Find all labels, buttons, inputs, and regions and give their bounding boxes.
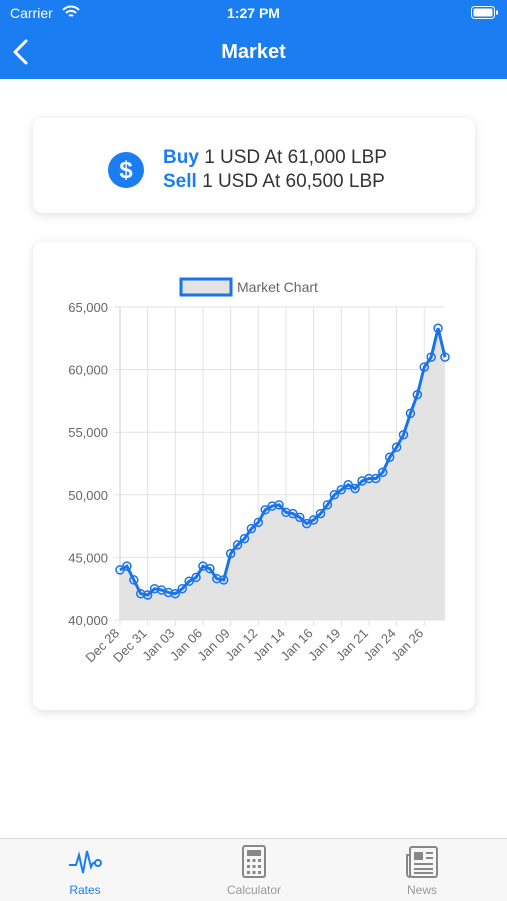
data-point [163, 587, 174, 598]
back-button[interactable] [10, 38, 32, 66]
data-point [405, 408, 416, 419]
buy-label: Buy [163, 147, 199, 168]
data-point [122, 561, 132, 571]
line-series [119, 327, 447, 597]
y-tick-label: 55,000 [68, 425, 108, 440]
data-point [315, 508, 326, 519]
data-point [129, 575, 139, 585]
sell-label: Sell [163, 171, 197, 192]
sell-row: Sell 1 USD At 60,500 LBP [163, 171, 385, 193]
header: Carrier 1:27 PM Market [0, 0, 507, 79]
y-tick-label: 60,000 [68, 363, 108, 378]
data-point [184, 576, 194, 586]
rate-card: $ Buy 1 USD At 61,000 LBP Sell 1 USD At … [33, 118, 475, 213]
data-point [364, 473, 374, 484]
buy-row: Buy 1 USD At 61,000 LBP [163, 147, 387, 169]
data-point [274, 500, 284, 510]
chart: 40,00045,00050,00055,00060,00065,000Dec … [68, 277, 450, 665]
data-point [336, 485, 347, 495]
data-point [350, 483, 360, 494]
tab-rates[interactable]: Rates [69, 883, 101, 897]
dollar-icon: $ [108, 152, 144, 188]
battery-icon [471, 6, 498, 19]
data-point [398, 429, 409, 440]
data-point [177, 583, 187, 594]
carrier: Carrier [10, 5, 53, 21]
clock: 1:27 PM [227, 5, 280, 21]
data-point [322, 500, 333, 510]
news-icon [406, 846, 438, 878]
data-point [246, 523, 257, 534]
y-tick-label: 40,000 [68, 613, 108, 628]
data-point [391, 442, 402, 452]
data-point [426, 352, 436, 362]
data-point [218, 575, 229, 585]
tab-news[interactable]: News [406, 883, 437, 897]
data-point [239, 533, 250, 544]
buy-text: 1 USD At 61,000 LBP [204, 147, 387, 168]
tab-calculator[interactable]: Calculator [226, 883, 282, 897]
y-tick-label: 45,000 [68, 550, 108, 565]
data-point [419, 362, 430, 372]
data-point [433, 323, 443, 334]
chart-card: 40,000 45,000 50,000 55,000 60,000 65,000 Dec … [33, 242, 475, 710]
data-point [329, 490, 340, 500]
data-point [281, 507, 291, 518]
data-point [301, 518, 312, 529]
sell-text: 1 USD At 60,500 LBP [202, 171, 385, 192]
data-point [191, 572, 201, 583]
data-point [343, 480, 353, 490]
data-point [149, 583, 160, 594]
data-point [260, 505, 270, 515]
y-tick-label: 65,000 [68, 300, 108, 315]
nav-title: Market [221, 41, 286, 63]
data-point [378, 467, 388, 478]
x-tick-label: Jan 26 [388, 626, 426, 664]
data-point [135, 588, 146, 599]
area-fill [120, 328, 445, 620]
data-point [308, 515, 319, 525]
data-point [225, 548, 236, 559]
data-point [205, 563, 215, 574]
data-point [253, 517, 264, 528]
data-point [371, 473, 381, 484]
data-point [232, 540, 243, 550]
calculator-icon [242, 845, 266, 878]
data-point [295, 512, 305, 523]
tab-bar: Rates Calculator News [0, 838, 507, 901]
data-point [267, 501, 277, 511]
data-point [212, 573, 222, 584]
data-point [440, 352, 450, 362]
rates-icon [69, 850, 102, 874]
wifi-icon [62, 5, 80, 17]
data-point [412, 389, 423, 400]
data-point [170, 588, 181, 599]
svg-text:$: $ [119, 157, 133, 184]
data-point [288, 508, 298, 519]
data-point [142, 590, 153, 600]
data-point [384, 452, 395, 462]
data-point [115, 565, 125, 575]
y-tick-label: 50,000 [68, 488, 108, 503]
legend-swatch [179, 277, 233, 297]
legend-label: Market Chart [237, 279, 318, 295]
